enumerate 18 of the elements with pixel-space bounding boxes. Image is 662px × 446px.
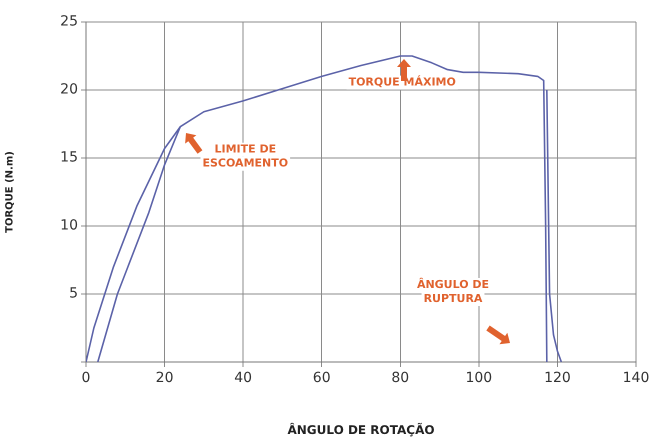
x-tick-label: 100 xyxy=(465,370,492,386)
x-tick-label: 40 xyxy=(234,370,252,386)
y-axis-title: TORQUE (N.m) xyxy=(4,151,16,233)
y-tick-label: 10 xyxy=(60,218,78,234)
y-tick-label: 15 xyxy=(60,150,78,166)
y-tick-label: 25 xyxy=(60,14,78,30)
annotation: TORQUE MÁXIMO xyxy=(348,74,456,88)
x-tick-label: 140 xyxy=(622,370,650,386)
x-tick-label: 60 xyxy=(312,370,331,386)
x-tick-label: 80 xyxy=(391,370,410,386)
x-tick-label: 20 xyxy=(156,370,174,386)
y-tick-label: 5 xyxy=(69,286,78,302)
y-tick-label: 20 xyxy=(60,82,78,98)
x-tick-label: 120 xyxy=(544,370,571,386)
annotation: LIMITE DE ESCOAMENTO xyxy=(202,142,288,170)
x-axis-title: ÂNGULO DE ROTAÇÃO xyxy=(287,422,435,437)
annotation: ÂNGULO DE RUPTURA xyxy=(416,276,490,305)
x-tick-label: 0 xyxy=(82,370,90,386)
